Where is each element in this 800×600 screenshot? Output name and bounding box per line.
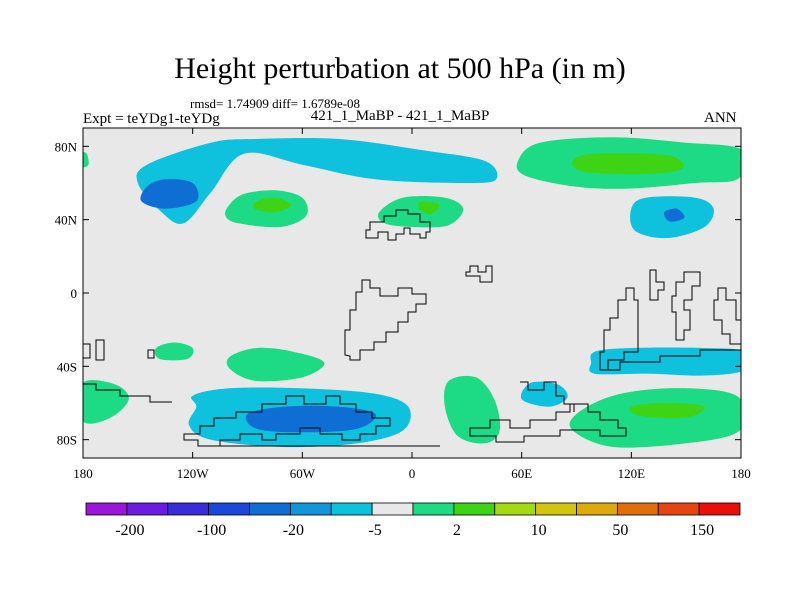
contour-pacific-neg-core <box>663 208 685 222</box>
contour-west-edge-pos <box>83 152 89 168</box>
colorbar-swatch <box>208 502 250 516</box>
season-label: ANN <box>704 110 737 126</box>
colorbar-label: 50 <box>612 522 628 539</box>
colorbar-swatch <box>535 502 577 516</box>
contour-fills <box>83 137 741 448</box>
x-tick-label: 180 <box>731 466 751 481</box>
coast-north-america <box>365 209 431 241</box>
y-tick-label: 40S <box>57 359 77 374</box>
coast-west-2 <box>95 339 105 361</box>
case-label: 421_1_MaBP - 421_1_MaBP <box>310 108 490 124</box>
contour-southern-pos <box>569 388 741 448</box>
x-tick-label: 60W <box>290 466 316 481</box>
coast-south-east-2 <box>600 349 741 371</box>
colorbar-label: 2 <box>453 522 461 539</box>
coastlines <box>83 209 741 447</box>
colorbar-label: -20 <box>283 522 304 539</box>
colorbar-swatch <box>126 502 169 516</box>
coast-east-3 <box>713 287 741 345</box>
stats-label: rmsd= 1.74909 diff= 1.6789e-08 <box>190 96 361 111</box>
colorbar-swatch <box>616 502 659 516</box>
contour-south-atlantic-pos <box>83 379 129 424</box>
coast-left-edge <box>83 343 91 359</box>
coast-antarctica <box>183 395 391 447</box>
colorbar-swatch <box>576 502 618 516</box>
colorbar-swatch <box>167 502 210 516</box>
contour-north-pacific-neg-core <box>140 179 199 209</box>
contour-north-atlantic-pos-core <box>253 197 292 213</box>
colorbar-label: 150 <box>690 522 714 539</box>
coast-australia <box>599 287 639 371</box>
contour-southern-pos-core <box>629 403 705 419</box>
x-tick-label: 120E <box>618 466 646 481</box>
coast-south-east <box>520 381 575 412</box>
experiment-label: Expt = teYDg1-teYDg <box>83 111 220 127</box>
contour-europe-pos <box>377 196 464 228</box>
colorbar-swatch <box>371 502 414 516</box>
colorbar-swatch <box>453 502 496 516</box>
colorbar-swatch <box>289 502 332 516</box>
contour-south-pacific-pos <box>226 347 325 382</box>
y-tick-label: 0 <box>71 286 78 301</box>
contour-indian-neg <box>589 347 741 376</box>
y-tick-label: 80S <box>57 433 77 448</box>
axes: 180 120W 60W 0 60E 120E 180 80N 40N 0 40S 80S <box>55 128 751 481</box>
contour-europe-pos-core <box>418 201 440 215</box>
contour-arctic-neg-band <box>136 138 498 224</box>
colorbar-label: -200 <box>115 522 144 539</box>
chart-title: Height perturbation at 500 hPa (in m) <box>174 52 626 85</box>
coast-island <box>465 265 493 283</box>
colorbar: -200 -100 -20 -5 2 10 50 150 <box>85 502 741 539</box>
colorbar-swatch <box>85 502 128 516</box>
contour-arctic-pos-core <box>572 153 684 175</box>
x-tick-label: 60E <box>511 466 532 481</box>
y-tick-label: 40N <box>55 213 78 228</box>
colorbar-swatch <box>412 502 455 516</box>
coast-east-2 <box>671 271 701 341</box>
colorbar-swatch <box>494 502 537 516</box>
colorbar-label: 10 <box>531 522 547 539</box>
coast-indian <box>469 403 627 443</box>
colorbar-label: -5 <box>368 522 381 539</box>
coast-africa <box>344 279 427 361</box>
coast-west <box>83 383 172 403</box>
contour-south-indian-pos <box>444 375 501 444</box>
colorbar-swatch <box>657 502 700 516</box>
colorbar-label: -100 <box>197 522 226 539</box>
coast-south-america-tip <box>147 349 155 359</box>
x-tick-label: 120W <box>177 466 210 481</box>
colorbar-swatch <box>330 502 373 516</box>
contour-southern-ocean-neg-core <box>245 405 377 433</box>
x-tick-label: 0 <box>409 466 416 481</box>
x-tick-label: 180 <box>73 466 93 481</box>
colorbar-swatch <box>698 502 741 516</box>
y-tick-label: 80N <box>55 139 78 154</box>
contour-south-pacific-pos-small <box>154 342 194 361</box>
colorbar-swatch <box>249 502 291 516</box>
coast-east <box>649 269 665 301</box>
